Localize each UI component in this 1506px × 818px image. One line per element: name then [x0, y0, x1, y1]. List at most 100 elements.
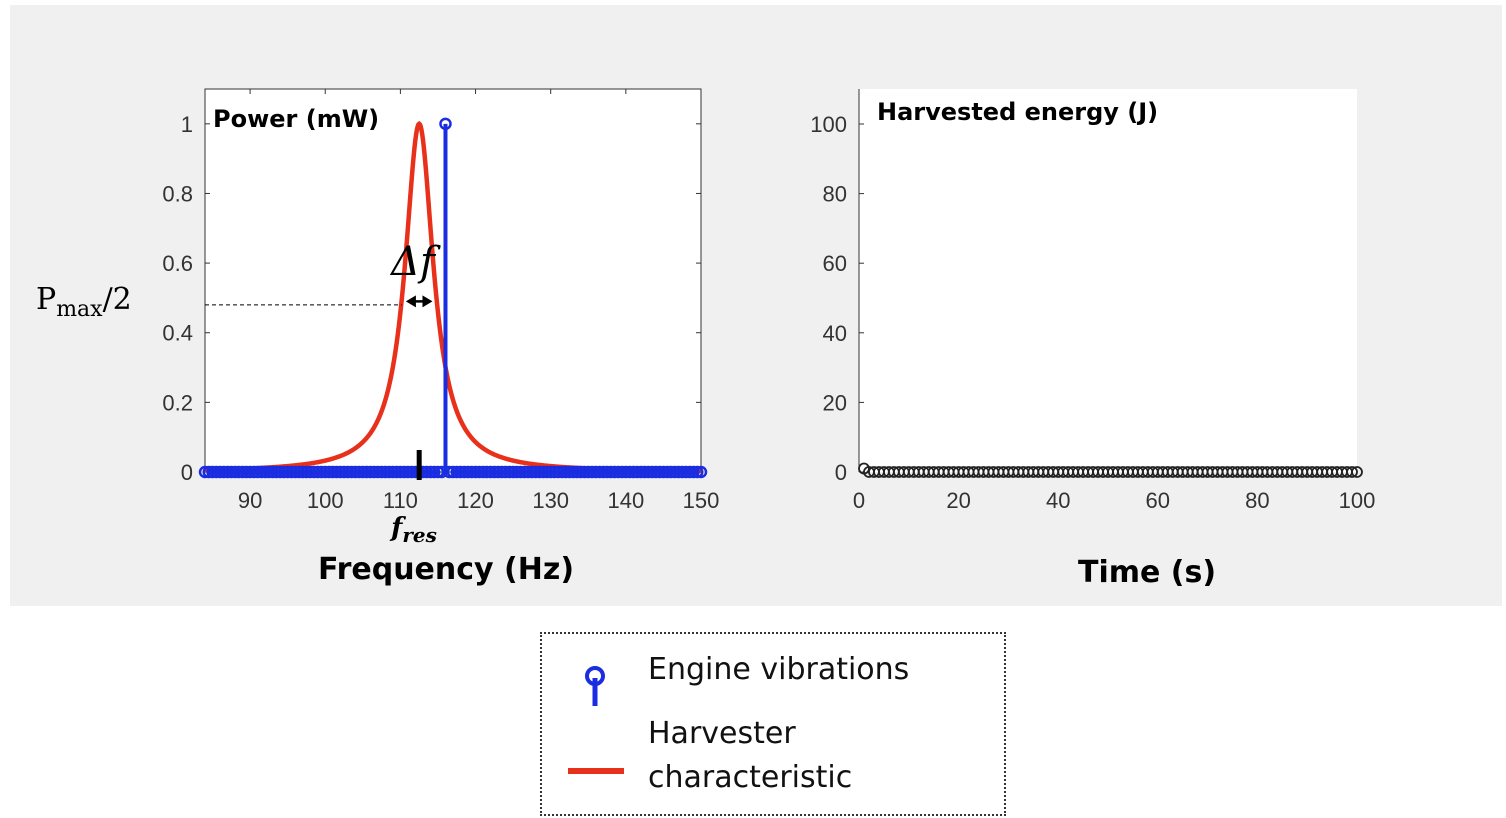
- engine-marker: [251, 465, 264, 479]
- left-plot-area: [204, 88, 702, 473]
- engine-marker: [285, 465, 298, 479]
- engine-marker: [608, 465, 621, 479]
- engine-marker: [352, 465, 366, 479]
- engine-marker: [382, 465, 396, 479]
- left-y-tick-label: 0.6: [162, 251, 193, 276]
- engine-marker: [326, 465, 340, 479]
- engine-marker: [690, 465, 704, 479]
- engine-marker: [570, 465, 584, 479]
- left-x-tick-label: 150: [683, 488, 720, 513]
- right-inner-label: Harvested energy (J): [877, 98, 1158, 126]
- engine-marker: [236, 465, 249, 479]
- engine-marker: [649, 465, 663, 479]
- engine-marker: [683, 465, 696, 479]
- pmax-half-label: Pmax/2: [36, 282, 132, 322]
- engine-marker: [240, 465, 253, 479]
- engine-marker: [503, 465, 516, 479]
- engine-marker: [394, 465, 407, 479]
- engine-marker: [521, 465, 535, 479]
- engine-marker: [679, 465, 693, 479]
- engine-marker: [574, 465, 588, 479]
- engine-marker: [694, 465, 708, 479]
- engine-marker: [544, 465, 557, 479]
- engine-marker: [379, 465, 392, 479]
- engine-marker: [258, 465, 272, 479]
- engine-marker: [597, 465, 610, 479]
- right-y-tick-label: 40: [823, 321, 847, 346]
- engine-marker: [578, 465, 591, 479]
- engine-marker: [243, 465, 257, 479]
- engine-marker: [540, 465, 554, 479]
- engine-marker: [488, 465, 501, 479]
- engine-marker: [206, 465, 219, 479]
- right-x-ticks: 0 20 40 60 80 100: [853, 488, 1375, 513]
- engine-marker: [465, 465, 479, 479]
- right-y-tick-label: 100: [810, 112, 847, 137]
- engine-marker: [563, 465, 576, 479]
- engine-marker: [623, 465, 636, 479]
- engine-marker: [397, 465, 411, 479]
- engine-marker: [360, 465, 373, 479]
- engine-marker: [217, 465, 231, 479]
- left-y-tick-label: 0.8: [162, 181, 193, 206]
- engine-marker: [375, 465, 388, 479]
- left-x-ticks: 90 100 110 120 130 140 150: [238, 89, 720, 513]
- engine-marker: [657, 465, 670, 479]
- engine-marker: [491, 465, 505, 479]
- engine-marker: [506, 465, 520, 479]
- engine-marker: [292, 465, 306, 479]
- engine-marker: [645, 465, 659, 479]
- engine-marker: [221, 465, 234, 479]
- left-x-tick-label: 90: [238, 488, 262, 513]
- engine-marker: [529, 465, 542, 479]
- energy-marker: [1351, 466, 1363, 478]
- engine-marker: [405, 465, 418, 479]
- engine-marker: [593, 465, 606, 479]
- right-x-tick-label: 0: [853, 488, 865, 513]
- engine-marker: [364, 465, 377, 479]
- left-y-tick-label: 1: [181, 112, 193, 137]
- energy-marker: [1346, 466, 1358, 478]
- delta-arrow-head-right: [422, 295, 433, 308]
- engine-marker: [514, 465, 527, 479]
- engine-marker: [473, 465, 486, 479]
- right-y-ticks: 0 20 40 60 80 100: [810, 112, 864, 485]
- engine-marker: [634, 465, 648, 479]
- engine-marker: [461, 465, 475, 479]
- left-x-tick-label: 130: [532, 488, 569, 513]
- engine-marker: [450, 465, 464, 479]
- right-chart: 0 20 40 60 80 100 0 20 40 60 80 100 Harvested ener…: [810, 89, 1375, 513]
- right-x-tick-label: 80: [1245, 488, 1269, 513]
- right-y-tick-label: 80: [823, 182, 847, 207]
- engine-marker: [442, 465, 456, 479]
- left-y-tick-label: 0.2: [162, 390, 193, 415]
- engine-marker: [420, 465, 433, 479]
- engine-marker: [225, 465, 238, 479]
- delta-arrow: [405, 295, 433, 308]
- legend: Engine vibrations Harvester characterist…: [540, 632, 1006, 816]
- engine-marker: [255, 465, 268, 479]
- legend-engine-label: Engine vibrations: [648, 652, 910, 687]
- energy-markers: [858, 462, 1363, 478]
- engine-marker: [270, 465, 283, 479]
- engine-marker: [518, 465, 531, 479]
- engine-marker: [536, 465, 550, 479]
- right-y-tick-label: 20: [823, 390, 847, 415]
- engine-marker: [202, 465, 216, 479]
- engine-marker: [281, 465, 294, 479]
- engine-marker: [612, 465, 625, 479]
- engine-marker: [484, 465, 497, 479]
- engine-marker: [232, 465, 246, 479]
- engine-marker: [228, 465, 242, 479]
- left-x-tick-label: 100: [307, 488, 344, 513]
- engine-marker: [619, 465, 633, 479]
- right-plot-area: [859, 89, 1357, 472]
- left-x-tick-label: 120: [457, 488, 494, 513]
- left-x-axis-label: Frequency (Hz): [318, 552, 575, 587]
- engine-marker: [318, 465, 332, 479]
- right-y-tick-label: 0: [835, 460, 847, 485]
- left-x-tick-label: 140: [607, 488, 644, 513]
- engine-marker: [664, 465, 678, 479]
- engine-marker: [675, 465, 689, 479]
